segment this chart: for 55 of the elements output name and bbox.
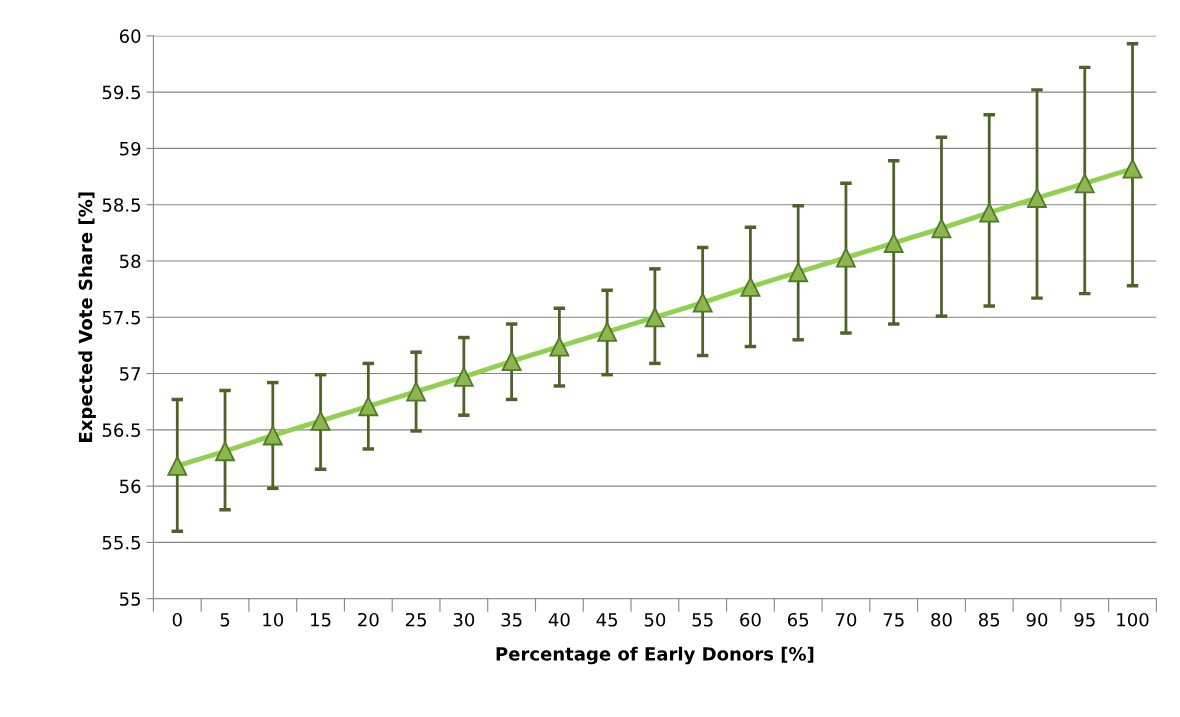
x-tick-label: 0 <box>172 612 182 627</box>
point <box>215 441 235 462</box>
y-tick-label: 59.5 <box>102 85 141 100</box>
point <box>406 381 427 402</box>
x-tick-label: 5 <box>220 613 230 627</box>
y-axis-title: Expected Vote Share [%] <box>78 192 96 442</box>
y-tick-label: 59 <box>120 141 141 156</box>
point <box>788 262 809 283</box>
point <box>1122 158 1143 179</box>
x-tick-label: 100 <box>1117 612 1149 627</box>
point <box>931 218 952 239</box>
x-tick-label: 25 <box>405 612 426 627</box>
point <box>692 292 713 313</box>
point <box>501 351 522 372</box>
x-axis-title: Percentage of Early Donors [%] <box>496 646 814 665</box>
y-tick-label: 55.5 <box>102 536 141 550</box>
y-tick-label: 56.5 <box>102 423 141 437</box>
point <box>358 396 379 417</box>
x-tick-label: 35 <box>501 612 522 627</box>
point <box>597 321 618 342</box>
x-tick-label: 15 <box>311 613 331 627</box>
x-tick-label: 90 <box>1026 612 1048 627</box>
y-tick-label: 58.5 <box>102 198 141 212</box>
y-tick-label: 58 <box>120 254 141 269</box>
point <box>740 276 761 297</box>
point <box>262 425 283 446</box>
point <box>883 233 904 253</box>
point <box>644 307 665 328</box>
x-tick-label: 70 <box>835 612 857 627</box>
point <box>310 410 331 431</box>
x-tick-label: 65 <box>787 612 809 627</box>
x-tick-label: 80 <box>931 612 952 627</box>
x-tick-label: 75 <box>883 613 904 627</box>
y-tick-label: 55 <box>120 592 141 606</box>
x-tick-label: 85 <box>978 612 1000 627</box>
point <box>979 202 1000 223</box>
x-tick-label: 40 <box>548 612 570 627</box>
point <box>549 336 570 357</box>
x-tick-label: 20 <box>358 612 379 627</box>
y-tick-label: 56 <box>120 479 141 494</box>
x-tick-label: 45 <box>596 613 618 627</box>
x-tick-label: 55 <box>692 613 713 627</box>
y-tick-label: 57.5 <box>102 310 141 325</box>
point <box>836 247 856 268</box>
y-tick-label: 60 <box>119 29 141 43</box>
x-tick-label: 30 <box>453 612 475 627</box>
point <box>167 455 188 476</box>
point <box>1074 173 1095 194</box>
point <box>1027 188 1047 208</box>
point <box>453 367 474 387</box>
x-tick-label: 10 <box>263 612 284 627</box>
x-tick-label: 50 <box>644 612 666 627</box>
y-tick-label: 57 <box>120 367 141 381</box>
x-tick-label: 95 <box>1074 612 1095 627</box>
x-tick-label: 60 <box>740 612 761 627</box>
